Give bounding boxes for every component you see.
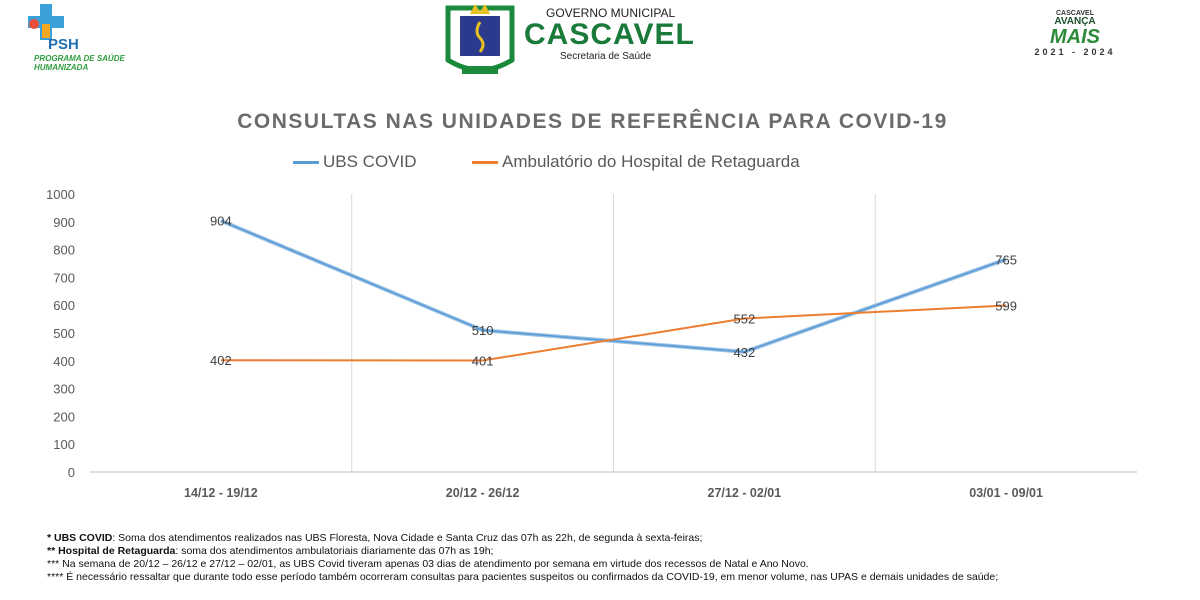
x-tick-label: 20/12 - 26/12 xyxy=(446,486,520,500)
y-tick-label: 400 xyxy=(53,354,75,369)
psh-text: PROGRAMA DE SAÚDE HUMANIZADA xyxy=(34,54,125,72)
x-tick-label: 14/12 - 19/12 xyxy=(184,486,258,500)
y-tick-label: 600 xyxy=(53,298,75,313)
y-tick-label: 0 xyxy=(68,465,75,480)
psh-abbr: PSH xyxy=(48,36,79,53)
cascavel-avanca-logo: CASCAVEL AVANÇA MAIS 2021 - 2024 xyxy=(1010,10,1140,75)
y-tick-label: 700 xyxy=(53,270,75,285)
data-label: 599 xyxy=(995,298,1017,313)
x-tick-label: 27/12 - 02/01 xyxy=(708,486,782,500)
data-label: 401 xyxy=(472,354,494,369)
avanca-line2: MAIS xyxy=(1050,26,1100,48)
y-tick-label: 300 xyxy=(53,382,75,397)
cascavel-seal-icon xyxy=(445,4,515,74)
legend-item-hospital: Ambulatório do Hospital de Retaguarda xyxy=(472,152,800,172)
avanca-top: CASCAVEL xyxy=(1056,10,1094,17)
data-label: 402 xyxy=(210,353,232,368)
footnotes: * UBS COVID: Soma dos atendimentos reali… xyxy=(47,532,998,584)
legend-item-ubs: UBS COVID xyxy=(293,152,417,172)
series-line xyxy=(220,304,1007,362)
footnote: **** É necessário ressaltar que durante … xyxy=(47,571,999,583)
footnote: ** Hospital de Retaguarda: soma dos aten… xyxy=(47,545,494,557)
data-label: 765 xyxy=(995,252,1017,267)
y-tick-label: 800 xyxy=(53,243,75,258)
avanca-years: 2021 - 2024 xyxy=(1034,47,1116,57)
y-tick-label: 1000 xyxy=(46,187,75,202)
data-label: 432 xyxy=(734,345,756,360)
y-tick-label: 900 xyxy=(53,215,75,230)
data-label: 510 xyxy=(472,323,494,338)
y-tick-label: 100 xyxy=(53,437,75,452)
data-label: 552 xyxy=(734,312,756,327)
avanca-line1: AVANÇA xyxy=(1054,16,1096,27)
cascavel-logo: GOVERNO MUNICIPAL CASCAVEL Secretaria de… xyxy=(440,0,710,80)
footnote: * UBS COVID: Soma dos atendimentos reali… xyxy=(47,532,703,544)
legend-label: UBS COVID xyxy=(323,152,417,171)
government-label: GOVERNO MUNICIPAL xyxy=(546,6,676,20)
legend-label: Ambulatório do Hospital de Retaguarda xyxy=(502,152,800,171)
y-tick-label: 500 xyxy=(53,326,75,341)
footnote: *** Na semana de 20/12 – 26/12 e 27/12 –… xyxy=(47,558,809,570)
legend-swatch xyxy=(472,160,498,164)
line-chart: 0 100 200 300 400 500 600 700 800 900 1000 14/12 - … xyxy=(46,187,1137,500)
department-label: Secretaria de Saúde xyxy=(560,51,652,62)
legend-swatch xyxy=(293,160,319,164)
city-name: CASCAVEL xyxy=(524,18,695,51)
psh-cross-icon xyxy=(28,4,64,40)
data-label: 904 xyxy=(210,214,232,229)
y-tick-label: 200 xyxy=(53,409,75,424)
chart-title: CONSULTAS NAS UNIDADES DE REFERÊNCIA PAR… xyxy=(237,110,948,133)
series-line xyxy=(220,219,1007,353)
x-tick-label: 03/01 - 09/01 xyxy=(969,486,1043,500)
psh-logo: PSH PROGRAMA DE SAÚDE HUMANIZADA xyxy=(18,4,158,74)
